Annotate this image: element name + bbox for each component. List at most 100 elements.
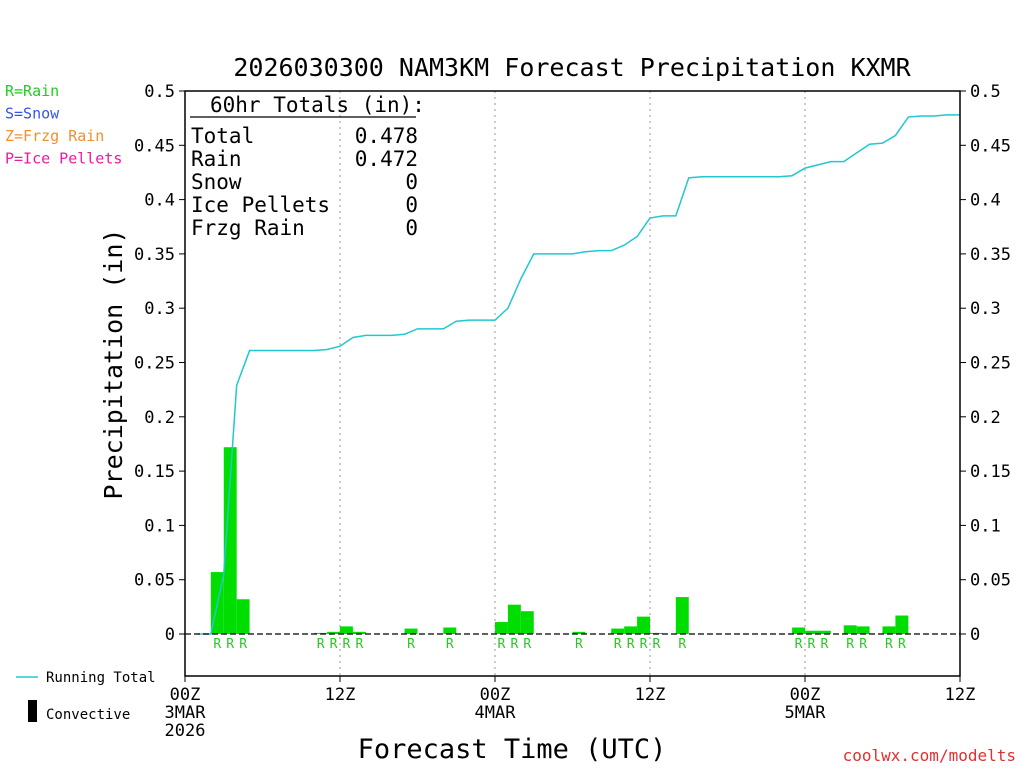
y-tick-label-right: 0.2 (970, 408, 1001, 428)
precip-bar (236, 599, 250, 634)
x-tick-label: 00Z (790, 685, 821, 705)
precip-type-label: R (640, 637, 648, 652)
x-tick-label: 00Z (170, 685, 201, 705)
watermark: coolwx.com/modelts (843, 746, 1016, 765)
y-tick-label-right: 0.5 (970, 82, 1001, 102)
labels-layer: 0 00.05 0.050.1 0.10.15 0.150.2 0.20.25 0.250.… (5, 53, 1016, 765)
precip-type-label: R (510, 637, 518, 652)
x-tick-label: 12Z (325, 685, 356, 705)
precip-type-label: R (446, 637, 454, 652)
precip-type-label: R (239, 637, 247, 652)
x-tick-label: 3MAR (165, 703, 207, 723)
precip-type-label: R (614, 637, 622, 652)
precip-bar (495, 622, 508, 634)
precip-type-label: R (407, 637, 415, 652)
grid-layer (339, 91, 806, 676)
precip-bar (223, 447, 237, 634)
precip-type-label: R (355, 637, 363, 652)
x-tick-label: 4MAR (475, 703, 517, 723)
precip-bar (856, 626, 870, 634)
totals-row-value: 0 (405, 170, 418, 194)
precip-type-label: R (885, 637, 893, 652)
convective-legend-swatch (28, 700, 37, 722)
precip-bar (805, 630, 818, 634)
chart-title: 2026030300 NAM3KM Forecast Precipitation… (233, 53, 911, 82)
precip-type-label: R (898, 637, 906, 652)
precip-bar (340, 626, 353, 634)
totals-row-label: Frzg Rain (191, 216, 305, 240)
precip-type-label: R (859, 637, 867, 652)
precip-bar (637, 616, 650, 634)
y-tick-label-left: 0.3 (144, 299, 175, 319)
plot-frame (184, 90, 961, 677)
type-legend-entry: S=Snow (5, 105, 60, 123)
precip-type-label: R (330, 637, 338, 652)
y-tick-label-left: 0.25 (134, 354, 175, 374)
running-total-line (197, 114, 960, 635)
totals-row-value: 0 (405, 216, 418, 240)
y-tick-label-right: 0.05 (970, 571, 1011, 591)
totals-row-label: Snow (191, 170, 242, 194)
x-tick-label: 5MAR (785, 703, 827, 723)
precip-bar (520, 611, 534, 634)
x-tick-label: 12Z (945, 685, 976, 705)
precip-bar (404, 628, 418, 634)
precip-bar (792, 627, 805, 634)
precip-bar (611, 628, 625, 634)
y-tick-label-left: 0.05 (134, 571, 175, 591)
totals-row-value: 0.478 (355, 124, 418, 148)
x-axis-label: Forecast Time (UTC) (358, 734, 667, 765)
y-tick-label-left: 0.2 (144, 408, 175, 428)
precip-bar (817, 630, 831, 634)
totals-row-value: 0 (405, 193, 418, 217)
precip-bar (572, 631, 586, 634)
axes-layer (179, 90, 966, 682)
y-tick-label-left: 0.5 (144, 82, 175, 102)
totals-header: 60hr Totals (in): (210, 93, 425, 117)
precip-type-label: R (226, 637, 234, 652)
precip-type-label: R (498, 637, 506, 652)
y-tick-label-left: 0.15 (134, 462, 175, 482)
convective-legend-label: Convective (46, 707, 130, 723)
precip-type-label: R (678, 637, 686, 652)
precip-type-label: R (846, 637, 854, 652)
y-tick-label-right: 0.1 (970, 516, 1001, 536)
y-tick-label-left: 0.4 (144, 191, 175, 211)
precip-type-label: R (213, 637, 221, 652)
precip-type-label: R (343, 637, 351, 652)
precip-bar (507, 604, 521, 634)
y-tick-label-right: 0.15 (970, 462, 1011, 482)
precip-bar (624, 626, 638, 634)
precip-type-label: R (820, 637, 828, 652)
y-tick-label-right: 0.3 (970, 299, 1001, 319)
precip-bar (327, 631, 340, 634)
y-tick-label-right: 0.4 (970, 191, 1001, 211)
precip-type-label: R (795, 637, 803, 652)
y-tick-label-right: 0 (970, 625, 980, 645)
type-legend-entry: Z=Frzg Rain (5, 127, 104, 145)
type-legend-entry: P=Ice Pellets (5, 150, 122, 168)
precip-type-label: R (575, 637, 583, 652)
precip-bar (352, 631, 366, 634)
y-tick-label-right: 0.25 (970, 354, 1011, 374)
precip-bar (843, 625, 857, 634)
y-tick-label-left: 0.1 (144, 516, 175, 536)
precip-type-label: R (317, 637, 325, 652)
x-tick-label: 2026 (165, 721, 206, 741)
precip-type-label: R (808, 637, 816, 652)
bars-layer (210, 447, 909, 634)
y-tick-label-left: 0.45 (134, 136, 175, 156)
totals-row-label: Total (191, 124, 254, 148)
y-tick-label-right: 0.45 (970, 136, 1011, 156)
precip-bar (675, 597, 689, 634)
totals-row-label: Ice Pellets (191, 193, 330, 217)
x-tick-label: 00Z (480, 685, 511, 705)
type-legend-entry: R=Rain (5, 82, 59, 100)
totals-row-label: Rain (191, 147, 242, 171)
y-tick-label-left: 0.35 (134, 245, 175, 265)
precip-type-label: R (653, 637, 661, 652)
precip-bar (882, 626, 896, 634)
totals-row-value: 0.472 (355, 147, 418, 171)
precip-type-label: R (627, 637, 635, 652)
